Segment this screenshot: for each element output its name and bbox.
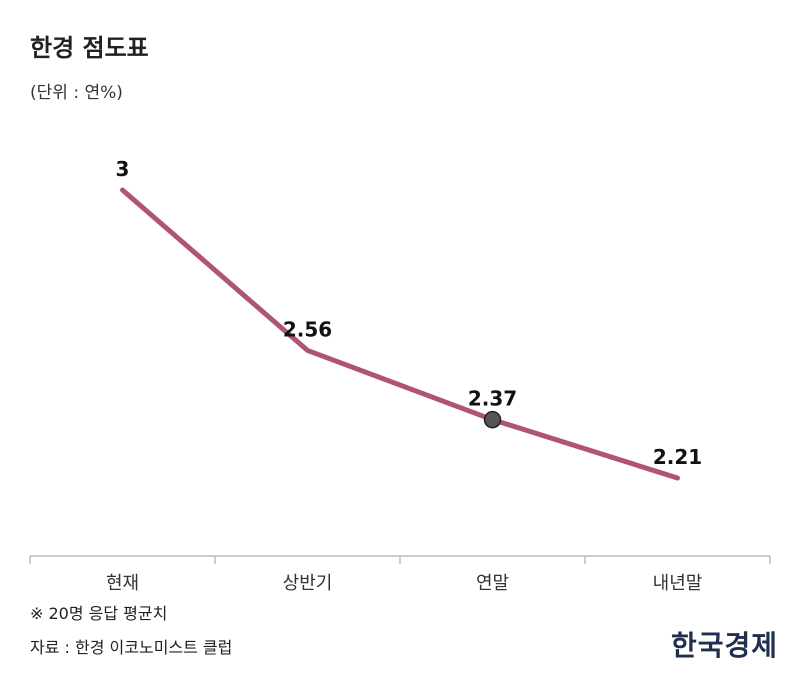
footnote: ※ 20명 응답 평균치 (30, 604, 168, 623)
x-tick-label: 연말 (476, 573, 509, 594)
source-note: 자료 : 한경 이코노미스트 클럽 (30, 638, 233, 657)
x-tick-label: 내년말 (653, 573, 703, 594)
x-tick-label: 현재 (106, 573, 139, 594)
series-line (120, 187, 680, 481)
data-label: 2.56 (283, 317, 332, 341)
chart-title: 한경 점도표 (30, 34, 149, 62)
x-tick-label: 상반기 (283, 573, 333, 594)
data-point-marker (483, 410, 502, 429)
data-label: 2.21 (653, 445, 702, 469)
line-chart: 현재 상반기 연말 내년말 3 2.56 2.37 2.21 (29, 157, 771, 594)
data-label: 3 (116, 157, 130, 181)
brand-logo: 한국경제 (670, 629, 778, 662)
unit-label: (단위 : 연%) (30, 83, 123, 103)
data-label: 2.37 (468, 387, 517, 411)
